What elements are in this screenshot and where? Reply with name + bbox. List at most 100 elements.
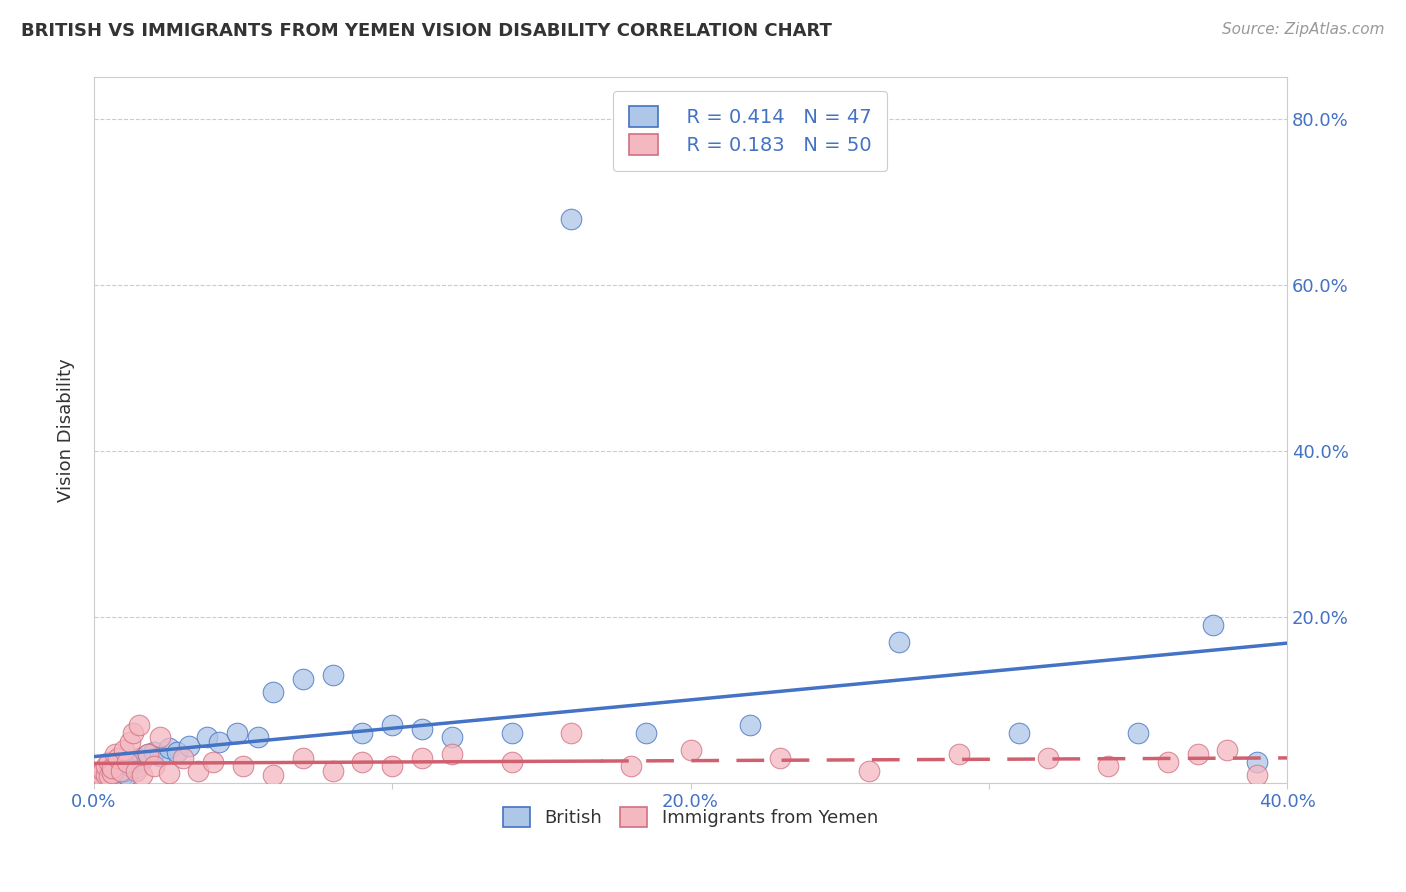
Point — [142, 759, 165, 773]
Point — [560, 726, 582, 740]
Point — [97, 756, 120, 770]
Point — [101, 771, 124, 785]
Point — [411, 722, 433, 736]
Point — [187, 764, 209, 778]
Point — [166, 744, 188, 758]
Point — [889, 635, 911, 649]
Point — [440, 731, 463, 745]
Point — [89, 772, 111, 786]
Point — [948, 747, 970, 761]
Point — [560, 211, 582, 226]
Point — [104, 747, 127, 761]
Point — [115, 768, 138, 782]
Point — [501, 756, 523, 770]
Point — [322, 764, 344, 778]
Point — [91, 771, 114, 785]
Point — [94, 772, 117, 787]
Point — [1187, 747, 1209, 761]
Point — [411, 751, 433, 765]
Point — [101, 769, 124, 783]
Point — [112, 743, 135, 757]
Point — [322, 668, 344, 682]
Point — [97, 770, 120, 784]
Point — [769, 751, 792, 765]
Point — [226, 726, 249, 740]
Point — [262, 768, 284, 782]
Point — [86, 772, 108, 786]
Point — [246, 731, 269, 745]
Point — [89, 766, 111, 780]
Point — [208, 734, 231, 748]
Point — [86, 772, 108, 786]
Point — [128, 718, 150, 732]
Point — [131, 753, 153, 767]
Point — [89, 769, 111, 783]
Point — [1157, 756, 1180, 770]
Point — [291, 751, 314, 765]
Point — [634, 726, 657, 740]
Point — [740, 718, 762, 732]
Point — [121, 726, 143, 740]
Point — [86, 768, 108, 782]
Point — [136, 747, 159, 761]
Point — [232, 759, 254, 773]
Point — [381, 718, 404, 732]
Point — [142, 744, 165, 758]
Point — [202, 756, 225, 770]
Point — [858, 764, 880, 778]
Point — [291, 673, 314, 687]
Point — [179, 739, 201, 753]
Point — [157, 766, 180, 780]
Point — [112, 764, 135, 778]
Point — [262, 684, 284, 698]
Point — [1201, 618, 1223, 632]
Point — [157, 741, 180, 756]
Point — [115, 756, 138, 770]
Y-axis label: Vision Disability: Vision Disability — [58, 359, 75, 502]
Point — [118, 759, 141, 773]
Text: Source: ZipAtlas.com: Source: ZipAtlas.com — [1222, 22, 1385, 37]
Point — [1126, 726, 1149, 740]
Point — [94, 768, 117, 782]
Point — [104, 764, 127, 778]
Point — [128, 751, 150, 765]
Legend: British, Immigrants from Yemen: British, Immigrants from Yemen — [496, 799, 886, 834]
Point — [125, 764, 148, 778]
Point — [352, 726, 374, 740]
Point — [131, 768, 153, 782]
Point — [440, 747, 463, 761]
Point — [679, 743, 702, 757]
Point — [94, 759, 117, 773]
Point — [1246, 756, 1268, 770]
Point — [104, 768, 127, 782]
Point — [172, 751, 194, 765]
Point — [381, 759, 404, 773]
Point — [1038, 751, 1060, 765]
Point — [1216, 743, 1239, 757]
Point — [620, 759, 643, 773]
Point — [101, 761, 124, 775]
Point — [91, 771, 114, 785]
Point — [352, 756, 374, 770]
Point — [101, 766, 124, 780]
Point — [97, 766, 120, 780]
Point — [501, 726, 523, 740]
Point — [89, 769, 111, 783]
Point — [110, 764, 132, 778]
Point — [125, 761, 148, 775]
Text: BRITISH VS IMMIGRANTS FROM YEMEN VISION DISABILITY CORRELATION CHART: BRITISH VS IMMIGRANTS FROM YEMEN VISION … — [21, 22, 832, 40]
Point — [110, 771, 132, 785]
Point — [136, 747, 159, 761]
Point — [91, 768, 114, 782]
Point — [1007, 726, 1029, 740]
Point — [148, 749, 170, 764]
Point — [118, 734, 141, 748]
Point — [107, 766, 129, 780]
Point — [195, 731, 218, 745]
Point — [91, 764, 114, 778]
Point — [1097, 759, 1119, 773]
Point — [97, 769, 120, 783]
Point — [121, 756, 143, 770]
Point — [148, 731, 170, 745]
Point — [1246, 768, 1268, 782]
